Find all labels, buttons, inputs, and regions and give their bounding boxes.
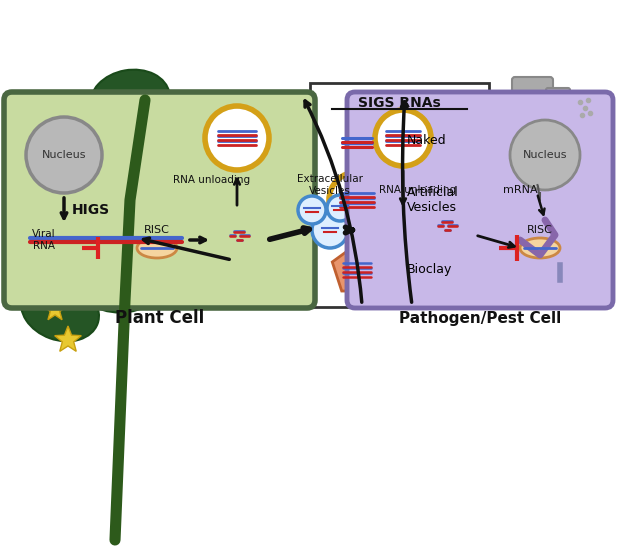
Text: RNA unloading: RNA unloading <box>173 175 251 185</box>
Text: RISC: RISC <box>144 225 170 235</box>
Text: Artificial
Vesicles: Artificial Vesicles <box>407 186 459 214</box>
Ellipse shape <box>33 131 147 229</box>
Ellipse shape <box>570 233 590 253</box>
Polygon shape <box>153 132 187 164</box>
Ellipse shape <box>90 70 170 130</box>
Circle shape <box>468 183 492 207</box>
Text: mRNA: mRNA <box>503 185 537 195</box>
FancyBboxPatch shape <box>546 88 570 102</box>
Text: Naked: Naked <box>407 134 447 146</box>
Ellipse shape <box>102 98 209 182</box>
Text: Extracellular
Vesicles: Extracellular Vesicles <box>297 174 363 196</box>
FancyBboxPatch shape <box>565 206 594 222</box>
Text: Nucleus: Nucleus <box>42 150 86 160</box>
Ellipse shape <box>21 278 99 341</box>
Polygon shape <box>333 244 382 291</box>
Ellipse shape <box>520 238 560 258</box>
Text: HIGS: HIGS <box>72 203 110 217</box>
Text: RISC: RISC <box>527 225 553 235</box>
Circle shape <box>375 110 431 166</box>
Circle shape <box>522 185 542 205</box>
Circle shape <box>510 120 580 190</box>
Circle shape <box>480 185 500 205</box>
Polygon shape <box>106 105 135 132</box>
Text: Nucleus: Nucleus <box>523 150 567 160</box>
Circle shape <box>26 117 102 193</box>
Text: Plant Cell: Plant Cell <box>115 309 204 327</box>
Polygon shape <box>55 326 81 351</box>
Ellipse shape <box>75 247 165 312</box>
Text: RNA unloading: RNA unloading <box>379 185 457 195</box>
Ellipse shape <box>540 245 580 265</box>
Circle shape <box>298 196 326 224</box>
Ellipse shape <box>120 171 210 248</box>
Text: Pathogen/Pest Cell: Pathogen/Pest Cell <box>399 311 561 325</box>
Circle shape <box>494 185 514 205</box>
Circle shape <box>329 172 385 228</box>
FancyBboxPatch shape <box>4 92 315 308</box>
Ellipse shape <box>552 210 597 240</box>
Text: Viral
RNA: Viral RNA <box>32 229 56 251</box>
Polygon shape <box>44 298 67 320</box>
FancyBboxPatch shape <box>512 77 553 153</box>
Ellipse shape <box>30 197 120 283</box>
Circle shape <box>205 106 269 170</box>
Circle shape <box>327 195 353 221</box>
FancyBboxPatch shape <box>310 83 489 307</box>
Circle shape <box>536 185 556 205</box>
Text: Bioclay: Bioclay <box>407 264 452 276</box>
Ellipse shape <box>137 238 177 258</box>
Text: SIGS RNAs: SIGS RNAs <box>358 96 441 110</box>
FancyBboxPatch shape <box>347 92 613 308</box>
Circle shape <box>508 185 528 205</box>
Circle shape <box>312 212 348 248</box>
